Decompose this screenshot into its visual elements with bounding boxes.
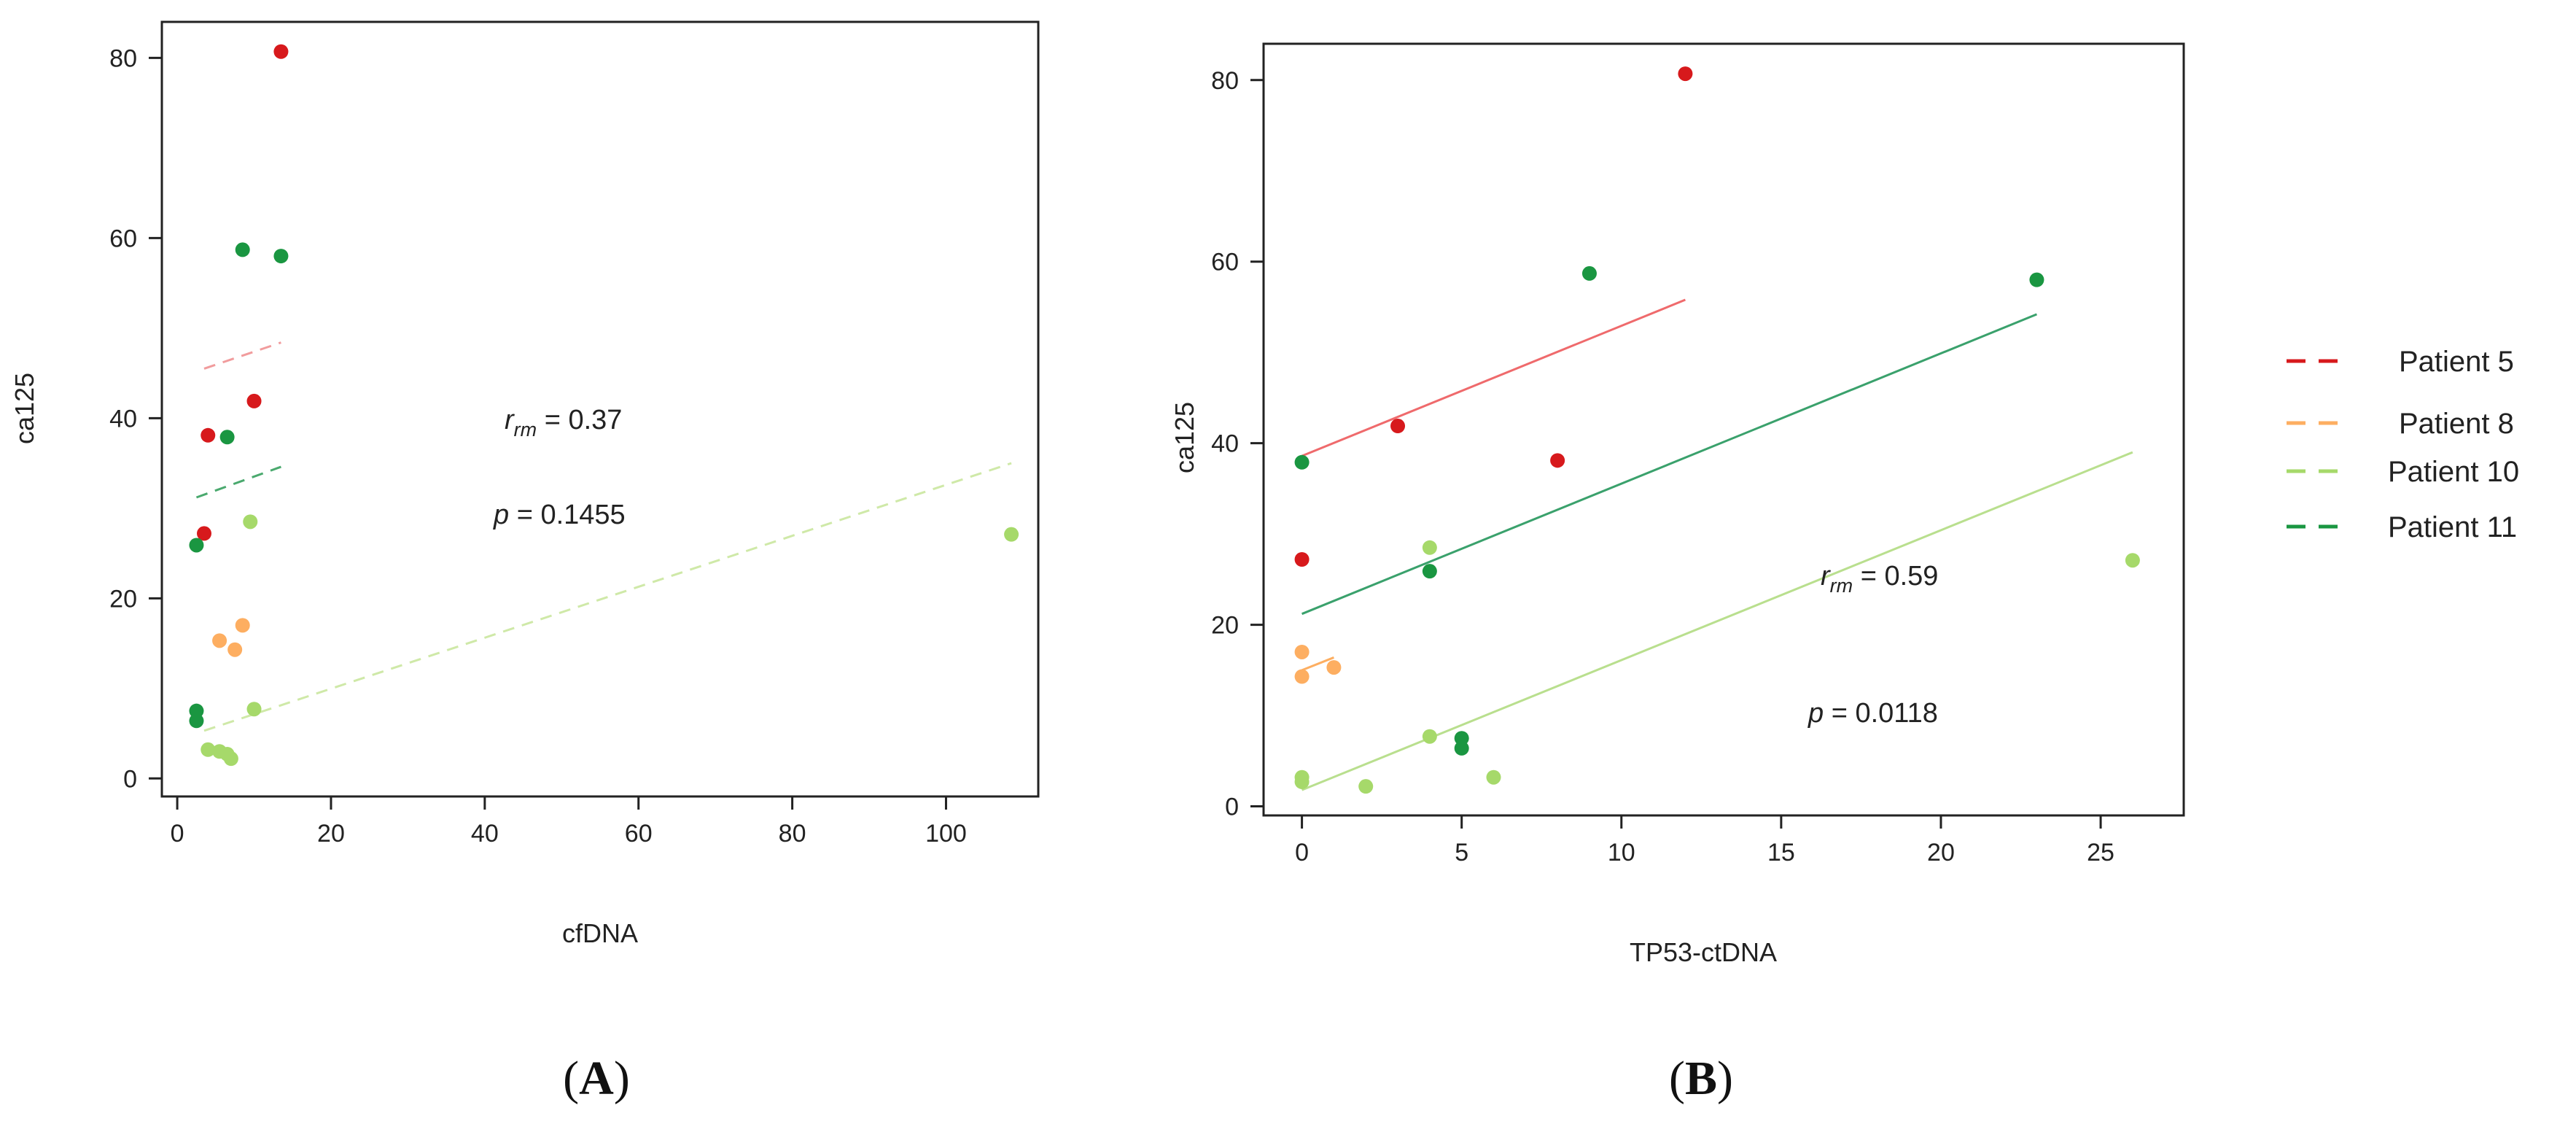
panel-b-fit-lines <box>1301 298 2133 791</box>
panel-b-fit-line-patient-5 <box>1301 298 1686 457</box>
panel-a-x-axis-title: cfDNA <box>562 918 638 948</box>
panel-b-y-tick-label-40: 40 <box>1211 430 1239 458</box>
panel-b-point-patient-5-2 <box>1390 419 1406 434</box>
legend-label-patient-5: Patient 5 <box>2399 346 2514 378</box>
panel-a-point-patient-10-1 <box>201 742 216 757</box>
panel-b-p-value: p = 0.0118 <box>1808 698 1938 729</box>
panel-a-r-statistic: rrm = 0.37 <box>505 405 622 441</box>
panel-b-point-patient-10-6 <box>1486 769 1501 785</box>
panel-a-fit-line-patient-10 <box>203 462 1012 732</box>
panel-a-point-patient-11-6 <box>273 249 289 264</box>
panel-b-point-patient-11-3 <box>1454 731 1469 746</box>
panel-a-point-patient-11-5 <box>235 242 250 257</box>
panel-b-point-patient-8-3 <box>1326 660 1342 675</box>
panel-b-label: (B) <box>1669 1052 1733 1105</box>
panel-a-point-patient-11-3 <box>189 538 204 553</box>
panel-a-p-value: p = 0.1455 <box>493 500 626 530</box>
panel-a-fit-line-patient-5 <box>203 341 281 370</box>
panel-a-point-patient-10-7 <box>1004 527 1019 542</box>
legend: Patient 5 Patient 8 Patient 10 Patient 1… <box>2287 346 2519 543</box>
panel-b-plot-frame <box>1262 42 2185 817</box>
legend-label-patient-8: Patient 8 <box>2399 408 2514 440</box>
panel-a-y-tick-label-0: 0 <box>123 765 137 793</box>
panel-b-y-tick-label-0: 0 <box>1225 794 1239 821</box>
panel-a-fit-lines <box>195 341 1012 732</box>
panel-b-point-patient-10-4 <box>1422 540 1437 555</box>
panel-a-y-tick-label-60: 60 <box>109 225 137 252</box>
panel-b-point-patient-5-3 <box>1550 453 1565 468</box>
panel-b-point-patient-11-6 <box>2029 272 2044 287</box>
panel-b-point-patient-5-1 <box>1294 551 1310 567</box>
panel-b-x-tick-label-5: 5 <box>1455 839 1468 866</box>
panel-a-x-tick-label-40: 40 <box>471 820 499 848</box>
panel-a-plot-frame <box>160 20 1040 798</box>
panel-a-ticks: 0 20 40 60 80 100 0 20 40 60 80 <box>109 44 967 848</box>
panel-b-fit-line-patient-10 <box>1301 451 2133 791</box>
panel-a-point-patient-8-3 <box>235 618 250 633</box>
panel-b-y-tick-label-80: 80 <box>1211 67 1239 95</box>
panel-b-point-patient-10-3 <box>1358 779 1374 794</box>
legend-label-patient-10: Patient 10 <box>2388 456 2519 488</box>
panel-b-point-patient-11-5 <box>1581 265 1597 281</box>
panel-a-point-patient-10-4 <box>223 751 238 767</box>
panel-a-point-patient-5-2 <box>201 427 216 443</box>
panel-a-point-patient-10-6 <box>246 702 262 717</box>
panel-a-point-patient-11-4 <box>219 430 235 445</box>
panel-a-chart: 0 20 40 60 80 100 0 20 40 60 80 cfDNA ca125 rrm = … <box>9 20 1040 948</box>
panel-b-x-tick-label-20: 20 <box>1927 839 1955 866</box>
panel-b-x-tick-label-25: 25 <box>2087 839 2114 866</box>
legend-item-patient-5: Patient 5 <box>2287 346 2514 378</box>
legend-item-patient-10: Patient 10 <box>2287 456 2519 488</box>
panel-b-y-axis-title: ca125 <box>1170 402 1199 473</box>
panel-a-y-tick-label-80: 80 <box>109 44 137 72</box>
panel-a-label: (A) <box>563 1052 630 1105</box>
panel-a-point-patient-5-4 <box>273 44 289 59</box>
panel-b-chart: 0 5 10 15 20 25 0 20 40 60 80 TP53-ctDNA ca125 rrm… <box>1170 42 2185 967</box>
panel-b-fit-line-patient-11 <box>1301 313 2037 616</box>
panel-b-x-tick-label-15: 15 <box>1767 839 1795 866</box>
panel-a-y-tick-label-20: 20 <box>109 585 137 613</box>
panel-a-x-tick-label-80: 80 <box>779 820 806 848</box>
panel-b-fit-line-patient-8 <box>1301 656 1334 672</box>
panel-b-point-patient-8-2 <box>1294 669 1310 684</box>
panel-b-point-patient-10-5 <box>1422 729 1437 744</box>
panel-b-point-patient-10-2 <box>1294 774 1310 789</box>
panel-a-x-tick-label-0: 0 <box>171 820 184 848</box>
panel-b-x-tick-label-10: 10 <box>1608 839 1635 866</box>
panel-a-point-patient-5-3 <box>246 393 262 408</box>
panel-a-point-patient-5-1 <box>196 526 211 541</box>
panel-b-point-patient-5-4 <box>1678 66 1693 82</box>
panel-b-y-tick-label-20: 20 <box>1211 612 1239 640</box>
panel-a-x-tick-label-100: 100 <box>925 820 967 848</box>
panel-a-y-tick-label-40: 40 <box>109 405 137 433</box>
panel-a-point-patient-11-2 <box>189 703 204 718</box>
panel-b-x-tick-label-0: 0 <box>1295 839 1309 866</box>
panel-b-r-statistic: rrm = 0.59 <box>1821 561 1938 597</box>
panel-a-x-tick-label-20: 20 <box>317 820 345 848</box>
legend-item-patient-11: Patient 11 <box>2287 511 2517 543</box>
panel-b-point-patient-10-7 <box>2125 553 2140 568</box>
panel-a-fit-line-patient-11 <box>195 465 281 499</box>
panel-b-point-patient-11-1 <box>1294 454 1310 470</box>
panel-a-point-patient-10-5 <box>243 514 258 530</box>
panel-a-y-axis-title: ca125 <box>9 373 39 444</box>
panel-a-point-patient-8-1 <box>212 633 227 648</box>
panel-b-x-axis-title: TP53-ctDNA <box>1630 937 1777 967</box>
legend-item-patient-8: Patient 8 <box>2287 408 2514 440</box>
panel-b-y-tick-label-60: 60 <box>1211 249 1239 276</box>
panel-b-point-patient-11-4 <box>1454 740 1469 756</box>
panel-a-x-tick-label-60: 60 <box>625 820 653 848</box>
panel-a-points <box>189 44 1019 767</box>
panel-b-point-patient-11-2 <box>1422 564 1437 579</box>
panel-b-ticks: 0 5 10 15 20 25 0 20 40 60 80 <box>1211 67 2114 866</box>
panel-a-point-patient-8-2 <box>227 642 243 657</box>
panel-b-points <box>1294 66 2140 794</box>
panel-b-point-patient-8-1 <box>1294 644 1310 659</box>
legend-label-patient-11: Patient 11 <box>2388 511 2517 543</box>
